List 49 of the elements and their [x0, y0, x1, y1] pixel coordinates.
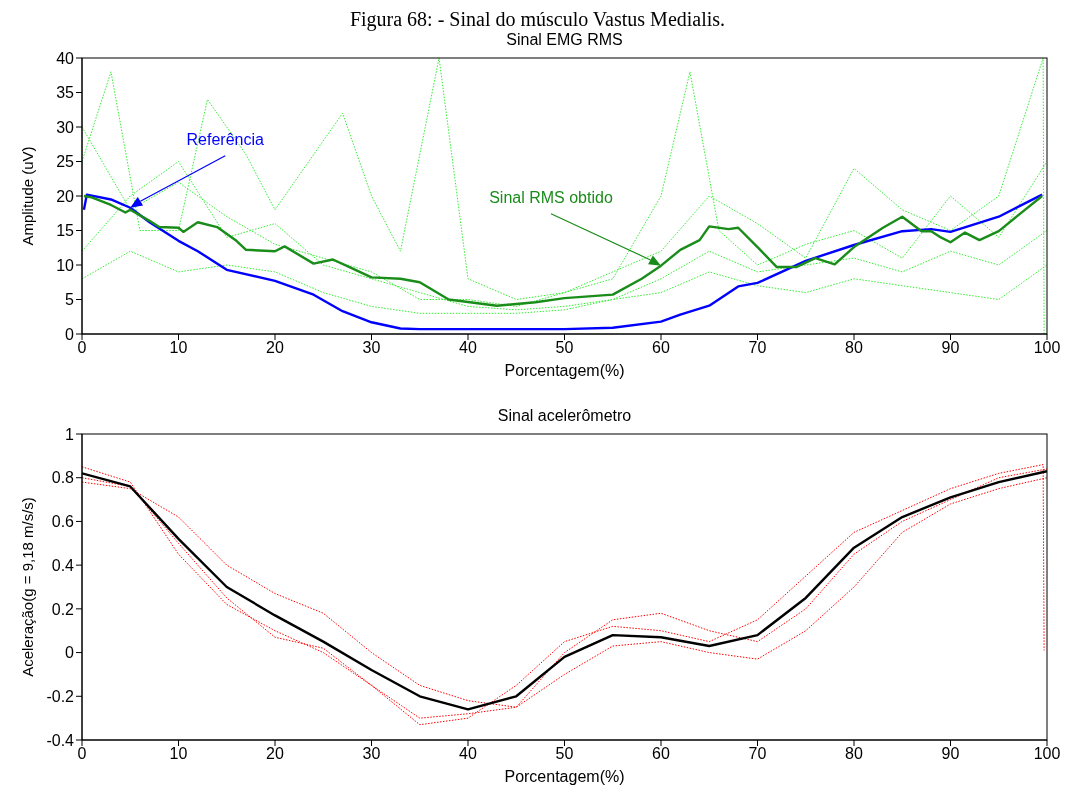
x-tick-label: 20: [266, 339, 284, 357]
y-tick-label: 40: [56, 49, 75, 67]
y-tick-label: 30: [56, 118, 75, 136]
y-tick-label: 25: [56, 153, 75, 171]
y-tick-label: 20: [56, 187, 75, 205]
y-tick-label: 15: [56, 222, 75, 240]
y-tick-label: 5: [65, 291, 75, 309]
y-tick-label: 35: [56, 84, 75, 102]
x-tick-label: 50: [555, 745, 574, 763]
text: Sinal RMS obtido: [488, 187, 614, 208]
x-tick-label: 20: [266, 745, 284, 763]
x-axis-title: Porcentagem(%): [504, 768, 625, 785]
y-tick-label: 1: [65, 425, 75, 443]
x-tick-label: 80: [845, 339, 863, 357]
x-tick-label: 10: [169, 339, 188, 357]
y-tick-label: -0.4: [46, 731, 75, 749]
text: Figura 68: - Sinal do músculo Vastus Medialis.: [348, 8, 727, 30]
chart-title: Sinal EMG RMS: [505, 30, 624, 50]
x-tick-label: 60: [652, 339, 670, 357]
y-axis-title: Amplitude (uV): [19, 146, 37, 246]
x-tick-label: 100: [1033, 745, 1061, 763]
y-tick-label: 0.4: [51, 556, 75, 574]
x-tick-label: 10: [169, 745, 188, 763]
x-axis-title: Porcentagem(%): [504, 362, 625, 379]
x-tick-label: 80: [845, 745, 863, 763]
x-tick-label: 0: [77, 339, 87, 357]
x-tick-label: 70: [748, 339, 767, 357]
x-tick-label: 70: [748, 745, 767, 763]
y-axis-title: Aceleração(g = 9,18 m/s/s): [19, 497, 37, 677]
line-series: [82, 193, 1044, 331]
y-tick-label: -0.2: [46, 687, 75, 705]
text: Referência: [185, 129, 265, 150]
x-tick-label: 60: [652, 745, 670, 763]
x-tick-label: 30: [362, 745, 381, 763]
x-tick-label: 40: [459, 339, 477, 357]
x-tick-label: 50: [555, 339, 574, 357]
chart-title: Sinal acelerômetro: [496, 406, 633, 426]
x-tick-label: 90: [941, 339, 960, 357]
y-tick-label: 0: [65, 644, 75, 662]
x-tick-label: 0: [77, 745, 87, 763]
y-tick-label: 0.2: [51, 600, 75, 618]
y-tick-label: 0.6: [51, 513, 75, 531]
x-tick-label: 90: [941, 745, 960, 763]
y-tick-label: 0: [65, 325, 75, 343]
y-tick-label: 10: [56, 256, 75, 274]
x-tick-label: 40: [459, 745, 477, 763]
x-tick-label: 100: [1033, 339, 1061, 357]
x-tick-label: 30: [362, 339, 381, 357]
y-tick-label: 0.8: [51, 469, 75, 487]
